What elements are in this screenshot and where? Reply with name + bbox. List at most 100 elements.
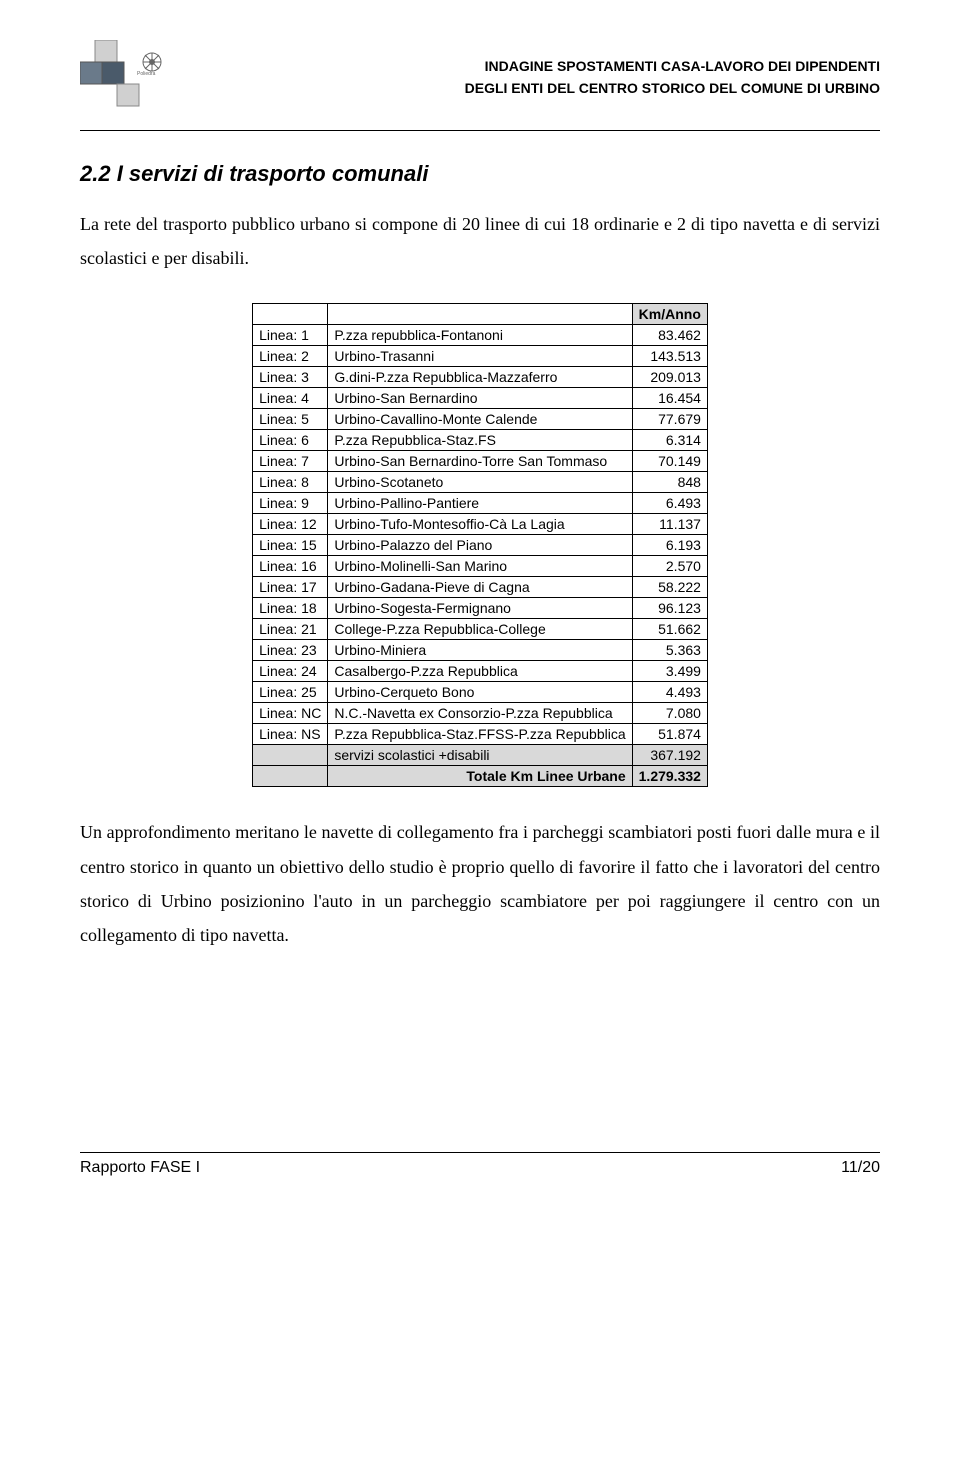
table-row: Linea: NSP.zza Repubblica-Staz.FFSS-P.zz… [253,724,708,745]
cell-route: Urbino-Cerqueto Bono [328,682,632,703]
footer-right: 11/20 [841,1159,880,1177]
cell-line: Linea: 16 [253,556,328,577]
cell-route: Urbino-Scotaneto [328,472,632,493]
cell-route: Urbino-Sogesta-Fermignano [328,598,632,619]
cell-value: 51.874 [632,724,707,745]
cell-route: Urbino-Tufo-Montesoffio-Cà La Lagia [328,514,632,535]
cell-value: 51.662 [632,619,707,640]
table-body: Linea: 1P.zza repubblica-Fontanoni83.462… [253,325,708,787]
cell-route: Urbino-San Bernardino-Torre San Tommaso [328,451,632,472]
cell-route: Urbino-Cavallino-Monte Calende [328,409,632,430]
table-row: Linea: 23Urbino-Miniera5.363 [253,640,708,661]
total-row: Totale Km Linee Urbane1.279.332 [253,766,708,787]
table-row: Linea: 8Urbino-Scotaneto848 [253,472,708,493]
section-title: 2.2 I servizi di trasporto comunali [80,161,880,187]
cell-route: College-P.zza Repubblica-College [328,619,632,640]
cell-line: Linea: 8 [253,472,328,493]
page: Poliedra INDAGINE SPOSTAMENTI CASA-LAVOR… [0,0,960,1217]
logo: Poliedra [80,40,180,120]
cell-line: Linea: 1 [253,325,328,346]
cell-line: Linea: 25 [253,682,328,703]
cell-value: 83.462 [632,325,707,346]
table-row: Linea: 4Urbino-San Bernardino16.454 [253,388,708,409]
cell-value: 2.570 [632,556,707,577]
cell-value: 77.679 [632,409,707,430]
svg-text:Poliedra: Poliedra [137,71,156,77]
table-row: Linea: 24Casalbergo-P.zza Repubblica3.49… [253,661,708,682]
outro-paragraph: Un approfondimento meritano le navette d… [80,815,880,952]
table-row: Linea: 25Urbino-Cerqueto Bono4.493 [253,682,708,703]
page-footer: Rapporto FASE I 11/20 [80,1159,880,1177]
cell-value: 70.149 [632,451,707,472]
cell-route: Casalbergo-P.zza Repubblica [328,661,632,682]
cell-line: Linea: 15 [253,535,328,556]
cell-value: 848 [632,472,707,493]
cell-value: 58.222 [632,577,707,598]
header-text: INDAGINE SPOSTAMENTI CASA-LAVORO DEI DIP… [200,40,880,100]
cell-value: 6.493 [632,493,707,514]
cell-route: G.dini-P.zza Repubblica-Mazzaferro [328,367,632,388]
table-row: Linea: 7Urbino-San Bernardino-Torre San … [253,451,708,472]
cell-value: 11.137 [632,514,707,535]
cell-route: P.zza Repubblica-Staz.FS [328,430,632,451]
table-row: Linea: 2Urbino-Trasanni143.513 [253,346,708,367]
header-divider [80,130,880,131]
header-line2: DEGLI ENTI DEL CENTRO STORICO DEL COMUNE… [200,77,880,99]
cell-line: Linea: 3 [253,367,328,388]
table-row: Linea: 6P.zza Repubblica-Staz.FS6.314 [253,430,708,451]
table-header-row: Km/Anno [253,304,708,325]
table-row: Linea: 5Urbino-Cavallino-Monte Calende77… [253,409,708,430]
total-value: 1.279.332 [632,766,707,787]
cell-line: Linea: 6 [253,430,328,451]
table-row: Linea: 1P.zza repubblica-Fontanoni83.462 [253,325,708,346]
table-row: Linea: 18Urbino-Sogesta-Fermignano96.123 [253,598,708,619]
th-empty-2 [328,304,632,325]
cell-line: Linea: NS [253,724,328,745]
footer-divider [80,1152,880,1153]
cell-line: Linea: 9 [253,493,328,514]
table-row: Linea: 12Urbino-Tufo-Montesoffio-Cà La L… [253,514,708,535]
cell-route: N.C.-Navetta ex Consorzio-P.zza Repubbli… [328,703,632,724]
cell-route: Urbino-Palazzo del Piano [328,535,632,556]
table-row: Linea: 17Urbino-Gadana-Pieve di Cagna58.… [253,577,708,598]
header-line1: INDAGINE SPOSTAMENTI CASA-LAVORO DEI DIP… [200,55,880,77]
cell-line [253,745,328,766]
cell-value: 209.013 [632,367,707,388]
cell-value: 3.499 [632,661,707,682]
cell-line: Linea: 24 [253,661,328,682]
cell-value: 16.454 [632,388,707,409]
cell-route: Urbino-Molinelli-San Marino [328,556,632,577]
table-row: Linea: 3G.dini-P.zza Repubblica-Mazzafer… [253,367,708,388]
cell-value: 7.080 [632,703,707,724]
cell-line [253,766,328,787]
cell-route: Urbino-Trasanni [328,346,632,367]
cell-route: Urbino-Gadana-Pieve di Cagna [328,577,632,598]
table-row: Linea: 21College-P.zza Repubblica-Colleg… [253,619,708,640]
cell-route: servizi scolastici +disabili [328,745,632,766]
cell-line: Linea: 18 [253,598,328,619]
subtotal-row: servizi scolastici +disabili367.192 [253,745,708,766]
table-wrap: Km/Anno Linea: 1P.zza repubblica-Fontano… [80,303,880,787]
cell-route: P.zza Repubblica-Staz.FFSS-P.zza Repubbl… [328,724,632,745]
cell-line: Linea: 2 [253,346,328,367]
cell-value: 367.192 [632,745,707,766]
cell-value: 6.314 [632,430,707,451]
cell-route: Urbino-San Bernardino [328,388,632,409]
table-row: Linea: 16Urbino-Molinelli-San Marino2.57… [253,556,708,577]
cell-line: Linea: 17 [253,577,328,598]
cell-value: 143.513 [632,346,707,367]
cell-line: Linea: 4 [253,388,328,409]
cell-route: P.zza repubblica-Fontanoni [328,325,632,346]
lines-table: Km/Anno Linea: 1P.zza repubblica-Fontano… [252,303,708,787]
cell-value: 4.493 [632,682,707,703]
footer-left: Rapporto FASE I [80,1159,200,1177]
cell-value: 96.123 [632,598,707,619]
th-value: Km/Anno [632,304,707,325]
table-row: Linea: NCN.C.-Navetta ex Consorzio-P.zza… [253,703,708,724]
table-row: Linea: 15Urbino-Palazzo del Piano6.193 [253,535,708,556]
cell-line: Linea: 12 [253,514,328,535]
cell-route: Urbino-Pallino-Pantiere [328,493,632,514]
page-header: Poliedra INDAGINE SPOSTAMENTI CASA-LAVOR… [80,40,880,120]
cell-line: Linea: 7 [253,451,328,472]
cell-value: 6.193 [632,535,707,556]
